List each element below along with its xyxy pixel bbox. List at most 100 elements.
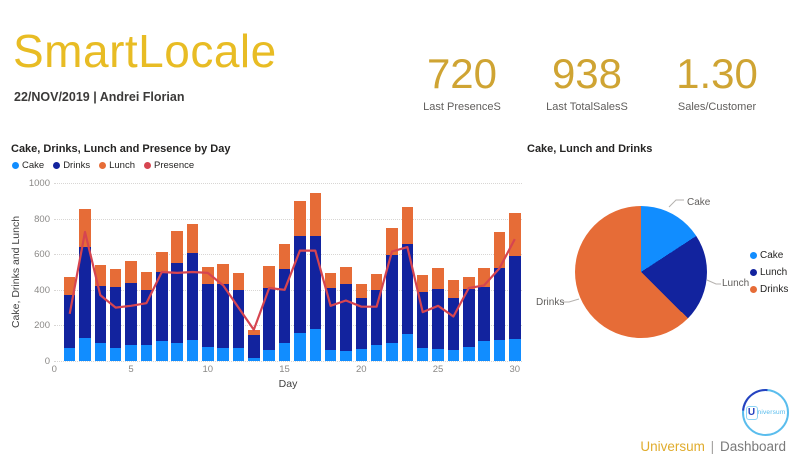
bar-segment-cake[interactable]: [232, 347, 245, 361]
bar-segment-drinks[interactable]: [232, 289, 245, 348]
bar-segment-lunch[interactable]: [94, 264, 107, 287]
stacked-bar-day-27[interactable]: [463, 277, 475, 361]
stacked-bar-day-29[interactable]: [493, 231, 506, 361]
pie-legend-item-drinks[interactable]: Drinks: [750, 284, 788, 295]
kpi-card-last-totalsales[interactable]: 938 Last TotalSalesS: [532, 50, 642, 113]
bar-segment-drinks[interactable]: [509, 255, 521, 339]
bar-segment-drinks[interactable]: [416, 292, 429, 348]
bar-segment-lunch[interactable]: [370, 273, 383, 290]
stacked-bar-day-9[interactable]: [186, 223, 199, 361]
bar-segment-lunch[interactable]: [463, 277, 475, 289]
bar-segment-drinks[interactable]: [217, 283, 229, 348]
bar-segment-drinks[interactable]: [294, 236, 306, 333]
bar-segment-lunch[interactable]: [263, 265, 275, 289]
bar-segment-drinks[interactable]: [493, 267, 506, 340]
bar-segment-cake[interactable]: [171, 343, 183, 361]
bar-segment-drinks[interactable]: [125, 282, 137, 345]
bar-segment-drinks[interactable]: [447, 297, 460, 351]
bar-segment-lunch[interactable]: [432, 268, 444, 289]
stacked-bar-day-12[interactable]: [232, 272, 245, 361]
stacked-bar-day-20[interactable]: [355, 284, 368, 361]
stacked-bar-day-28[interactable]: [478, 267, 490, 361]
legend-item-presence[interactable]: Presence: [144, 160, 194, 171]
bar-segment-cake[interactable]: [370, 344, 383, 361]
bar-segment-lunch[interactable]: [493, 231, 506, 268]
bar-segment-cake[interactable]: [109, 347, 122, 361]
bar-segment-lunch[interactable]: [401, 207, 414, 245]
bar-segment-drinks[interactable]: [401, 244, 414, 335]
bar-segment-cake[interactable]: [294, 332, 306, 361]
bar-segment-drinks[interactable]: [94, 286, 107, 344]
bar-segment-cake[interactable]: [509, 338, 521, 361]
bar-segment-cake[interactable]: [355, 349, 368, 361]
bar-segment-cake[interactable]: [416, 347, 429, 361]
kpi-card-last-presence[interactable]: 720 Last PresenceS: [407, 50, 517, 113]
bar-segment-cake[interactable]: [340, 351, 352, 361]
bar-segment-lunch[interactable]: [416, 274, 429, 293]
bar-segment-drinks[interactable]: [109, 287, 122, 348]
bar-segment-cake[interactable]: [324, 350, 337, 361]
bar-segment-cake[interactable]: [248, 358, 260, 361]
bar-chart-plot-area[interactable]: [54, 183, 522, 362]
bar-segment-cake[interactable]: [202, 346, 214, 361]
bar-segment-lunch[interactable]: [63, 277, 76, 296]
stacked-bar-day-15[interactable]: [278, 244, 291, 361]
bar-segment-cake[interactable]: [447, 350, 460, 361]
bar-segment-cake[interactable]: [156, 340, 168, 361]
stacked-bar-day-18[interactable]: [324, 272, 337, 361]
bar-segment-drinks[interactable]: [79, 247, 91, 338]
bar-segment-drinks[interactable]: [324, 288, 337, 351]
stacked-bar-day-23[interactable]: [401, 207, 414, 361]
stacked-bar-day-3[interactable]: [94, 264, 107, 361]
bar-segment-cake[interactable]: [186, 339, 199, 361]
bar-segment-lunch[interactable]: [186, 223, 199, 254]
bar-segment-drinks[interactable]: [263, 288, 275, 351]
stacked-bar-day-19[interactable]: [340, 266, 352, 361]
bar-segment-lunch[interactable]: [140, 272, 153, 290]
bar-segment-cake[interactable]: [63, 347, 76, 361]
stacked-bar-day-17[interactable]: [309, 192, 321, 361]
bar-segment-cake[interactable]: [386, 343, 398, 361]
pie-legend-item-cake[interactable]: Cake: [750, 250, 788, 261]
bar-segment-drinks[interactable]: [156, 272, 168, 341]
bar-segment-cake[interactable]: [217, 347, 229, 361]
bar-segment-cake[interactable]: [79, 337, 91, 361]
bar-segment-lunch[interactable]: [217, 264, 229, 284]
stacked-bar-day-13[interactable]: [248, 329, 260, 361]
bar-segment-lunch[interactable]: [386, 227, 398, 256]
stacked-bar-day-25[interactable]: [432, 268, 444, 361]
bar-segment-lunch[interactable]: [309, 192, 321, 236]
bar-segment-cake[interactable]: [278, 343, 291, 361]
bar-segment-drinks[interactable]: [309, 235, 321, 329]
stacked-bar-day-2[interactable]: [79, 208, 91, 361]
bar-segment-lunch[interactable]: [125, 261, 137, 283]
bar-segment-drinks[interactable]: [340, 283, 352, 352]
bar-segment-cake[interactable]: [140, 344, 153, 361]
bar-segment-drinks[interactable]: [248, 335, 260, 359]
bar-segment-lunch[interactable]: [278, 244, 291, 270]
pie-legend-item-lunch[interactable]: Lunch: [750, 267, 788, 278]
pie-chart[interactable]: [575, 206, 707, 338]
bar-segment-drinks[interactable]: [432, 288, 444, 350]
bar-segment-drinks[interactable]: [355, 297, 368, 350]
stacked-bar-day-4[interactable]: [109, 269, 122, 361]
bar-segment-lunch[interactable]: [355, 284, 368, 298]
bar-segment-lunch[interactable]: [340, 266, 352, 284]
bar-segment-cake[interactable]: [309, 328, 321, 361]
bar-segment-cake[interactable]: [432, 349, 444, 361]
bar-segment-drinks[interactable]: [478, 287, 490, 341]
bar-segment-drinks[interactable]: [202, 284, 214, 347]
bar-segment-drinks[interactable]: [171, 263, 183, 344]
bar-segment-lunch[interactable]: [447, 280, 460, 298]
stacked-bar-day-1[interactable]: [63, 277, 76, 361]
bar-segment-drinks[interactable]: [63, 295, 76, 348]
stacked-bar-day-16[interactable]: [294, 200, 306, 361]
bar-segment-drinks[interactable]: [140, 289, 153, 345]
kpi-card-sales-per-customer[interactable]: 1.30 Sales/Customer: [658, 50, 776, 113]
bar-segment-cake[interactable]: [125, 344, 137, 361]
bar-segment-cake[interactable]: [493, 339, 506, 361]
bar-segment-lunch[interactable]: [79, 208, 91, 248]
stacked-bar-day-8[interactable]: [171, 231, 183, 361]
stacked-bar-day-30[interactable]: [509, 213, 521, 361]
bar-segment-drinks[interactable]: [463, 288, 475, 347]
